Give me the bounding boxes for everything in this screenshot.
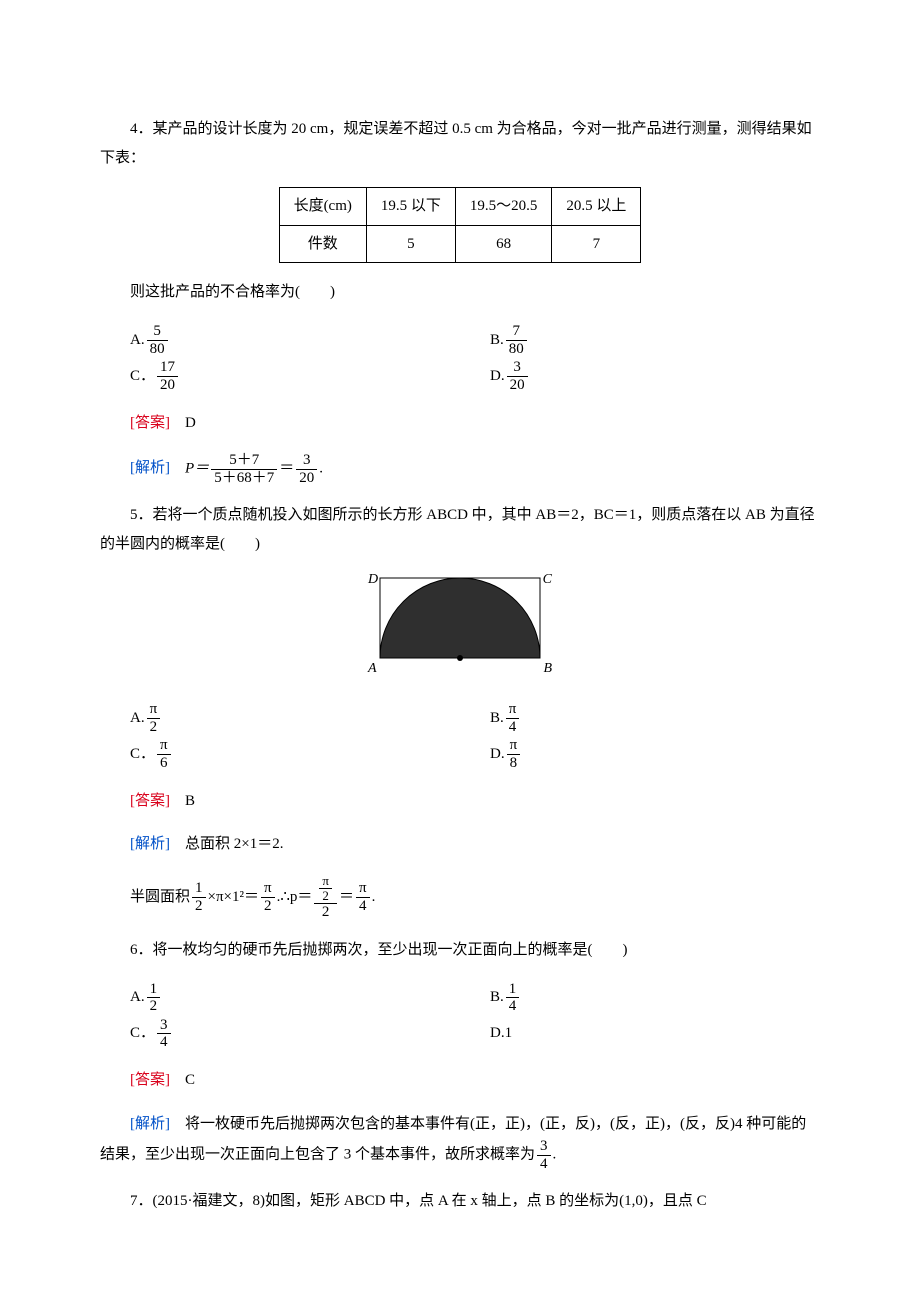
q4-th-3: 20.5 以上 (552, 188, 641, 226)
fig-label-c: C (543, 567, 552, 594)
q6-opt-d: D.1 (490, 1015, 820, 1051)
q6-opt-a: A.12 (130, 979, 460, 1015)
q7-stem: 7．(2015·福建文，8)如图，矩形 ABCD 中，点 A 在 x 轴上，点 … (100, 1187, 820, 1216)
q4-th-0: 长度(cm) (279, 188, 366, 226)
q4-opt-d: D.320 (490, 358, 820, 394)
q5-opt-d: D.π8 (490, 736, 820, 772)
q5-answer-line: [答案] B (100, 787, 820, 816)
q4-stem: 4．某产品的设计长度为 20 cm，规定误差不超过 0.5 cm 为合格品，今对… (100, 115, 820, 172)
q4-cell-0: 5 (366, 225, 455, 263)
q5-opt-c: C．π6 (130, 736, 460, 772)
fig-label-a: A (368, 656, 377, 683)
q5-opt-b: B.π4 (490, 700, 820, 736)
q4-options: A.580 B.780 C．1720 D.320 (100, 322, 820, 394)
q4-cell-1: 68 (455, 225, 552, 263)
q6-answer: C (185, 1072, 195, 1088)
q4-th-1: 19.5 以下 (366, 188, 455, 226)
q4-table: 长度(cm) 19.5 以下 19.5～20.5 20.5 以上 件数 5 68… (279, 187, 642, 263)
q5-answer: B (185, 793, 195, 809)
explain-label: [解析] (130, 460, 170, 476)
q4-cell-2: 7 (552, 225, 641, 263)
q6-answer-line: [答案] C (100, 1066, 820, 1095)
q4-opt-a: A.580 (130, 322, 460, 358)
q4-th-2: 19.5～20.5 (455, 188, 552, 226)
fig-label-b: B (543, 656, 552, 683)
answer-label: [答案] (130, 415, 170, 431)
answer-label: [答案] (130, 793, 170, 809)
q4-opt-c: C．1720 (130, 358, 460, 394)
q4-explain-line: [解析] P＝5＋75＋68＋7＝320. (100, 452, 820, 486)
explain-label: [解析] (130, 836, 170, 852)
q6-options: A.12 B.14 C．34 D.1 (100, 979, 820, 1051)
q6-stem: 6．将一枚均匀的硬币先后抛掷两次，至少出现一次正面向上的概率是( ) (100, 936, 820, 965)
q5-opt-a: A.π2 (130, 700, 460, 736)
semicircle-svg (375, 573, 545, 665)
q5-explain2: 半圆面积12×π×1²＝π2.∴p＝π22＝π4. (130, 874, 820, 921)
fig-label-d: D (368, 567, 378, 594)
q5-explain1: [解析] 总面积 2×1＝2. (100, 830, 820, 859)
answer-label: [答案] (130, 1072, 170, 1088)
q6-opt-c: C．34 (130, 1015, 460, 1051)
q6-explain: [解析] 将一枚硬币先后抛掷两次包含的基本事件有(正，正)，(正，反)，(反，正… (100, 1110, 820, 1173)
q5-stem: 5．若将一个质点随机投入如图所示的长方形 ABCD 中，其中 AB＝2，BC＝1… (100, 501, 820, 558)
q5-figure: D C A B (100, 573, 820, 676)
q4-answer: D (185, 415, 196, 431)
q4-opt-b: B.780 (490, 322, 820, 358)
q6-opt-b: B.14 (490, 979, 820, 1015)
q5-options: A.π2 B.π4 C．π6 D.π8 (100, 700, 820, 772)
explain-label: [解析] (130, 1116, 170, 1132)
q4-rowlabel: 件数 (279, 225, 366, 263)
q4-tail: 则这批产品的不合格率为( ) (100, 278, 820, 307)
q4-answer-line: [答案] D (100, 409, 820, 438)
